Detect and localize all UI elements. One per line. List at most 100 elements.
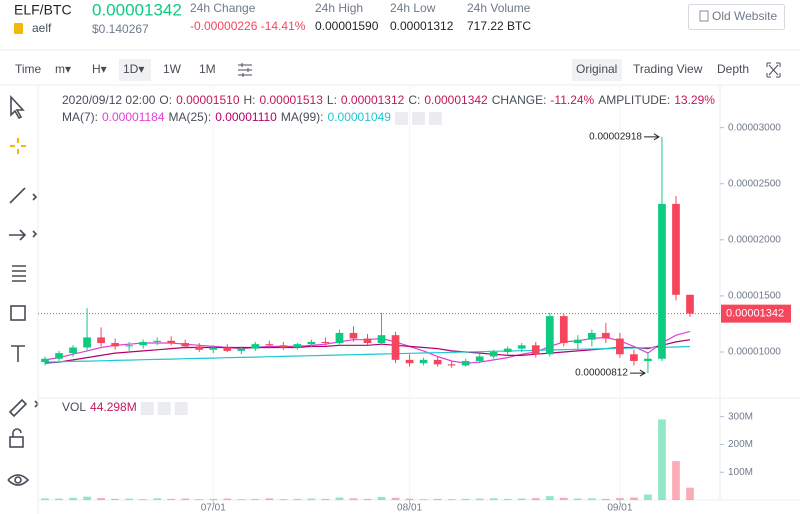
- interval-button[interactable]: 1M: [199, 62, 216, 76]
- view-button[interactable]: Trading View: [633, 62, 703, 76]
- lock-shackle: [12, 428, 22, 437]
- y-tick-label: 0.00003000: [728, 122, 781, 133]
- candle-body: [559, 316, 568, 344]
- volume-value: 44.298M: [90, 400, 137, 414]
- stat-label: 24h Volume: [467, 1, 531, 15]
- ma-close-button[interactable]: [428, 112, 442, 125]
- ma-settings-button[interactable]: [411, 112, 425, 125]
- candle-body: [181, 343, 190, 347]
- candle-body: [419, 359, 428, 364]
- vol-visibility-button[interactable]: [140, 402, 154, 415]
- candle-body: [658, 203, 666, 359]
- volume-bar: [265, 498, 274, 500]
- stat-value: 0.00001312: [390, 19, 454, 33]
- min-marker-label: 0.00000812: [575, 368, 628, 379]
- volume-bar: [153, 498, 162, 500]
- interval-button[interactable]: m▾: [55, 62, 71, 76]
- volume-bar: [69, 497, 77, 500]
- volume-bar: [559, 497, 568, 500]
- view-button[interactable]: Depth: [717, 62, 749, 76]
- drawing-tools: [7, 94, 40, 486]
- x-tick-label: 07/01: [201, 503, 226, 514]
- volume-bar: [363, 498, 372, 500]
- volume-bar: [125, 498, 133, 500]
- volume-tick-label: 200M: [728, 439, 753, 450]
- candle-body: [195, 346, 204, 350]
- volume-bar: [475, 498, 484, 500]
- volume-bar: [672, 461, 680, 500]
- volume-bar: [531, 498, 540, 500]
- y-tick-label: 0.00002000: [728, 234, 781, 245]
- last-price-label: 0.00001342: [726, 308, 784, 320]
- volume-bar: [181, 498, 190, 500]
- active-interval-bg: [119, 59, 151, 81]
- volume-bar: [573, 498, 582, 500]
- volume-tick-label: 300M: [728, 411, 753, 422]
- candle-body: [55, 353, 63, 359]
- vol-settings-button[interactable]: [157, 402, 171, 415]
- candle-body: [616, 338, 624, 355]
- fullscreen-button[interactable]: [766, 62, 781, 78]
- volume-bar: [97, 498, 105, 500]
- candle-body: [111, 343, 119, 347]
- interval-button[interactable]: Time: [15, 62, 42, 76]
- volume-bar: [279, 499, 288, 500]
- interval-button[interactable]: H▾: [92, 62, 107, 76]
- volume-bar: [616, 498, 624, 500]
- max-marker-label: 0.00002918: [589, 131, 642, 142]
- info-label: L:: [327, 93, 337, 107]
- volume-bar: [686, 487, 694, 500]
- volume-bar: [419, 499, 428, 500]
- y-tick-label: 0.00002500: [728, 178, 781, 189]
- visibility-tool[interactable]: [7, 474, 30, 486]
- info-label: H:: [244, 93, 256, 107]
- info-value: 0.00001342: [424, 93, 488, 107]
- interval-button[interactable]: 1W: [163, 62, 182, 76]
- interval-button[interactable]: 1D▾: [123, 62, 144, 76]
- volume-bar: [139, 499, 148, 500]
- ma-label: MA(7):: [62, 110, 98, 124]
- last-price-tag: [721, 304, 791, 323]
- text-tool[interactable]: [11, 345, 25, 362]
- candle-body: [433, 359, 442, 365]
- candle-body: [531, 345, 540, 355]
- candle-body: [587, 332, 596, 340]
- candle-body: [139, 341, 148, 346]
- info-value: -11.24%: [550, 93, 594, 107]
- old-website-button[interactable]: [688, 4, 785, 30]
- volume-bar: [658, 419, 666, 500]
- vol-close-button[interactable]: [174, 402, 188, 415]
- volume-bar: [223, 498, 232, 500]
- volume-bar: [377, 496, 386, 500]
- volume-bar: [587, 498, 596, 500]
- crosshair-tool[interactable]: [10, 138, 26, 154]
- y-tick-label: 0.00001500: [728, 291, 781, 302]
- candle-body: [167, 340, 176, 344]
- fib-tool[interactable]: [12, 265, 26, 282]
- volume-label: VOL: [62, 400, 86, 414]
- settings-button[interactable]: [238, 63, 252, 77]
- volume-bar: [167, 498, 176, 500]
- lock-tool[interactable]: [9, 436, 24, 448]
- volume-bar: [630, 497, 638, 500]
- line-tool[interactable]: [9, 187, 38, 204]
- volume-bar: [517, 498, 526, 500]
- view-button[interactable]: Original: [576, 62, 617, 76]
- candle-body: [461, 360, 470, 366]
- candle-body: [251, 344, 260, 349]
- candle-body: [279, 345, 288, 348]
- candle-body: [405, 359, 414, 364]
- cursor-tool[interactable]: [10, 94, 25, 120]
- ma-visibility-button[interactable]: [394, 112, 408, 125]
- x-tick-label: 09/01: [607, 503, 632, 514]
- volume-bar: [545, 496, 554, 500]
- candle-body: [391, 335, 400, 360]
- candle-body: [153, 340, 162, 342]
- arrow-tool[interactable]: [9, 229, 38, 241]
- volume-bar: [489, 498, 498, 500]
- measure-tool[interactable]: [8, 398, 40, 418]
- coin-icon: [14, 23, 23, 34]
- shape-tool[interactable]: [10, 305, 26, 321]
- candle-body: [475, 356, 484, 361]
- stat-label: 24h Low: [390, 1, 436, 15]
